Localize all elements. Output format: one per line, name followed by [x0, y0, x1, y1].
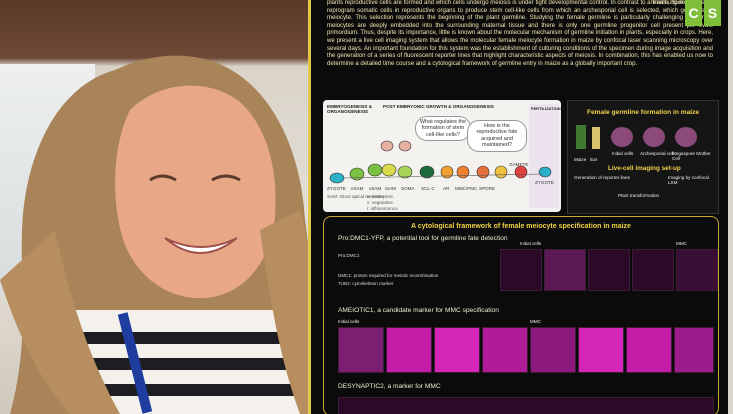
poster-website: hamburg.de — [653, 0, 686, 6]
row2-image-5 — [530, 327, 576, 373]
row3-image-strip — [338, 397, 714, 414]
stage-spore: SPORE — [479, 186, 496, 191]
row2-image-4 — [482, 327, 528, 373]
stage-gamete: GAMETE — [509, 162, 529, 167]
stage-sclc: SCL-C — [421, 186, 435, 191]
organ-maize: Maize — [574, 157, 587, 162]
row1-stage-mmc: MMC — [676, 241, 687, 246]
stage-mmc-pmc: MMC/PMC — [455, 186, 478, 191]
maize-title: Female germline formation in maize — [586, 109, 700, 116]
logo-letter-c: C — [685, 0, 702, 26]
question-bubble-1: What regulates the formation of stem cel… — [415, 116, 471, 142]
key-inflorescence: i: inflorescence — [367, 206, 398, 211]
organ-ear: Ear — [590, 157, 598, 162]
transformation-label: Plant transformation — [618, 193, 660, 198]
row2-title: AMEIOTIC1, a candidate marker for MMC sp… — [338, 307, 499, 314]
row1-image-5 — [676, 249, 718, 291]
fert-label: FERTILIZATION — [531, 106, 561, 111]
stage-zygote-1: ZYGOTE — [327, 186, 346, 191]
row1-image-4 — [632, 249, 674, 291]
row1-stage-initial: Initial cells — [520, 241, 542, 246]
row2-image-3 — [434, 327, 480, 373]
row2-image-7 — [626, 327, 672, 373]
stage-vsam: vSAM — [369, 186, 382, 191]
scientific-poster: plants reproductive cells are formed and… — [308, 0, 731, 414]
cytological-framework: A cytological framework of female meiocy… — [323, 216, 719, 414]
row1-image-3 — [588, 249, 630, 291]
row1-title: Pro:DMC1-YFP, a potential tool for germl… — [338, 235, 508, 242]
poster-intro-text: plants reproductive cells are formed and… — [327, 0, 713, 67]
row2-stage-initial: Initial cells — [338, 319, 360, 324]
key-sam: SAM: shoot apical meristem — [327, 194, 385, 199]
stage-esam: eSAM — [351, 186, 364, 191]
stage-soma: SOMA — [401, 186, 415, 191]
stage-ar: AR — [443, 186, 450, 191]
row1-image-1 — [500, 249, 542, 291]
post-embryo-label: POST EMBRYONIC GROWTH & ORGANOGENESIS — [383, 104, 494, 109]
organ-archesporial: Archesporial cell — [640, 151, 674, 156]
row3-title: DESYNAPTIC2, a marker for MMC — [338, 383, 441, 390]
stage-zygote-2: ZYGOTE — [535, 180, 554, 185]
row1-note-tub2: TUB2: cytoskeleton marker — [338, 281, 394, 286]
cs-logo: C S — [685, 0, 721, 26]
poster-board-edge — [728, 0, 733, 414]
key-embryonic: e: embryonic — [367, 194, 394, 199]
row2-stage-mmc: MMC — [530, 319, 541, 324]
germline-diagram: EMBRYOGENESIS & ORGANOGENESIS POST EMBRY… — [323, 100, 561, 212]
organ-mmc: Megaspore Mother Cell — [672, 151, 711, 161]
row2-image-1 — [338, 327, 384, 373]
confocal-label: Imaging by confocal LSM — [668, 175, 709, 185]
row1-construct: Pro:DMC1 — [338, 253, 360, 258]
stage-isam: iSAM — [385, 186, 396, 191]
maize-organ-images — [576, 125, 697, 149]
embryo-label: EMBRYOGENESIS & ORGANOGENESIS — [327, 104, 373, 114]
organ-initial-cells: Initial cells — [612, 151, 634, 156]
fertilization-panel: FERTILIZATION — [529, 104, 561, 208]
live-imaging-title: Live-cell imaging set-up — [608, 165, 681, 172]
row2-image-6 — [578, 327, 624, 373]
row1-image-2 — [544, 249, 586, 291]
row2-image-8 — [674, 327, 714, 373]
key-vegetative: v: vegetative — [367, 200, 393, 205]
maize-panel: Female germline formation in maize Maize… — [567, 100, 719, 214]
framework-title: A cytological framework of female meiocy… — [411, 223, 631, 230]
logo-letter-s: S — [704, 0, 721, 26]
cell-lineage-graphic — [329, 140, 552, 184]
row1-note-dmc1: DMC1: protein required for meiotic recom… — [338, 273, 439, 278]
reporter-lines-label: Generation of reporter lines — [574, 175, 630, 180]
question-bubble-2: How is the reproductive fate acquired an… — [467, 120, 527, 152]
row2-image-2 — [386, 327, 432, 373]
person-portrait — [0, 55, 330, 414]
